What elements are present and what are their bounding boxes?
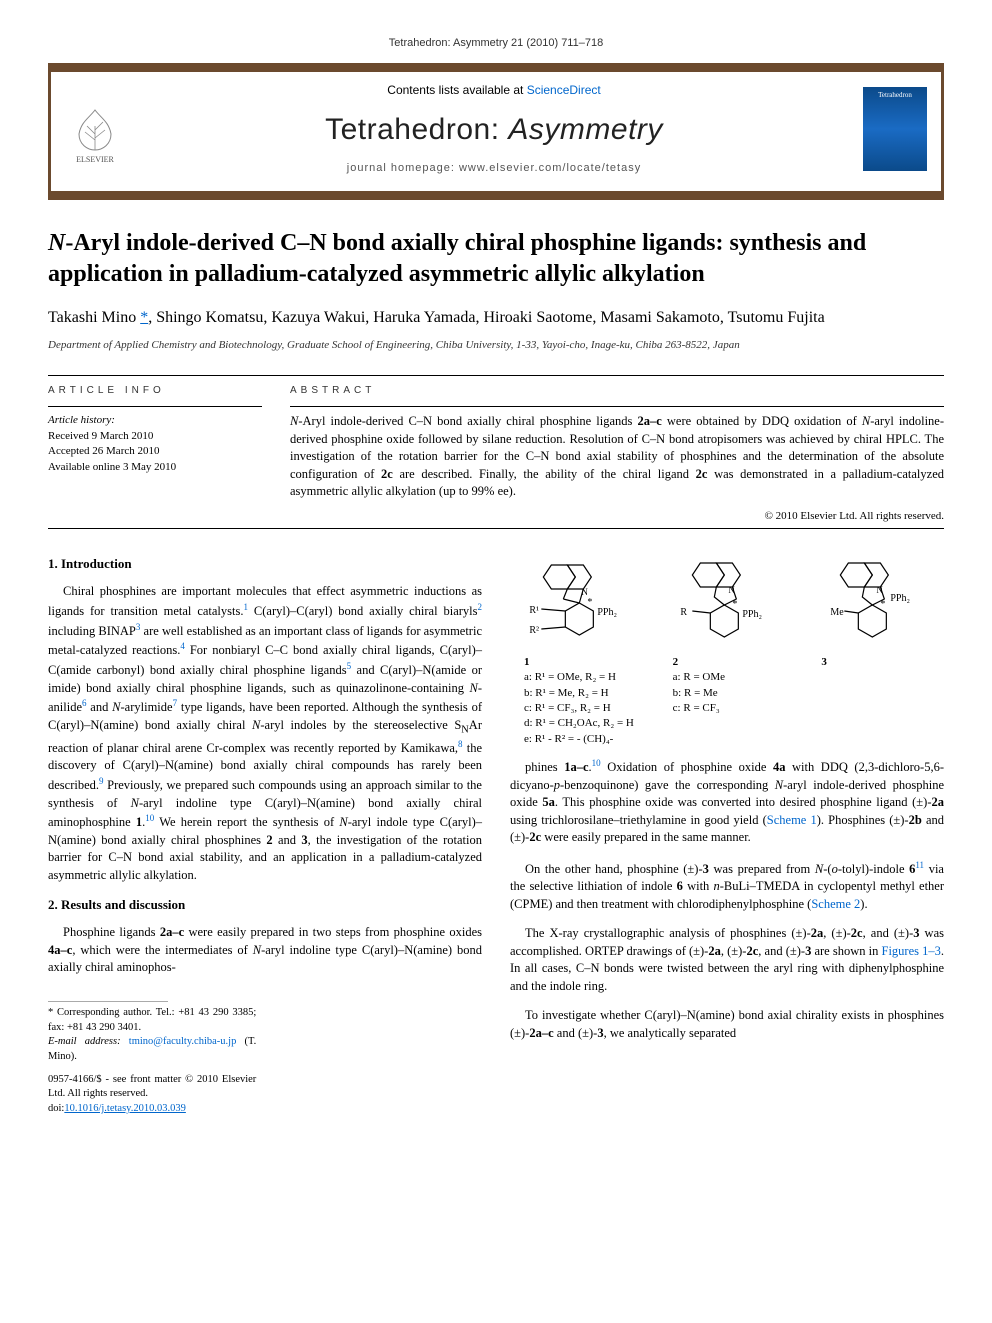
history-online: Available online 3 May 2010: [48, 460, 262, 475]
results-paragraph-4: The X-ray crystallographic analysis of p…: [510, 925, 944, 995]
history-head: Article history:: [48, 413, 262, 428]
citation-10[interactable]: 10: [145, 815, 154, 829]
figures-link[interactable]: Figures 1–3: [882, 944, 941, 958]
chemical-structures: R¹ R² PPh₂ N * 1a: R¹ = OMe, R₂ = H b: R…: [510, 555, 944, 747]
results-head: 2. Results and discussion: [48, 896, 482, 914]
intro-paragraph: Chiral phosphines are important molecule…: [48, 583, 482, 884]
citation-1[interactable]: 1: [244, 604, 249, 618]
svg-text:R¹: R¹: [529, 605, 539, 616]
svg-text:*: *: [732, 599, 737, 610]
structure-1-subs: a: R¹ = OMe, R₂ = H b: R¹ = Me, R₂ = H c…: [524, 671, 634, 745]
scheme-1-link[interactable]: Scheme 1: [767, 813, 817, 827]
citation-2[interactable]: 2: [478, 604, 483, 618]
results-paragraph-5: To investigate whether C(aryl)–N(amine) …: [510, 1007, 944, 1042]
svg-text:PPh₂: PPh₂: [597, 607, 617, 618]
citation-4[interactable]: 4: [180, 643, 185, 657]
running-head: Tetrahedron: Asymmetry 21 (2010) 711–718: [48, 36, 944, 51]
results-paragraph-1: Phosphine ligands 2a–c were easily prepa…: [48, 924, 482, 977]
affiliation: Department of Applied Chemistry and Biot…: [48, 338, 944, 353]
svg-text:*: *: [587, 597, 592, 608]
svg-text:R²: R²: [529, 625, 539, 636]
history-accepted: Accepted 26 March 2010: [48, 444, 262, 459]
results-paragraph-2: phines 1a–c.10 Oxidation of phosphine ox…: [510, 757, 944, 847]
citation-6[interactable]: 6: [82, 700, 87, 714]
citation-7[interactable]: 7: [173, 700, 178, 714]
elsevier-logo: ELSEVIER: [65, 93, 125, 165]
citation-11[interactable]: 11: [915, 862, 924, 876]
citation-10b[interactable]: 10: [592, 760, 601, 774]
citation-8[interactable]: 8: [458, 741, 463, 755]
article-info-label: ARTICLE INFO: [48, 384, 262, 398]
svg-text:N: N: [877, 585, 884, 595]
citation-3[interactable]: 3: [136, 624, 141, 638]
svg-text:PPh₂: PPh₂: [891, 593, 911, 604]
history-received: Received 9 March 2010: [48, 429, 262, 444]
structure-3: PPh₂ Me N * 3: [807, 555, 944, 747]
introduction-head: 1. Introduction: [48, 555, 482, 573]
abstract-text: N-Aryl indole-derived C–N bond axially c…: [290, 413, 944, 501]
article-title: N-Aryl indole-derived C–N bond axially c…: [48, 228, 944, 290]
citation-5[interactable]: 5: [347, 663, 352, 677]
svg-text:N: N: [728, 585, 735, 595]
authors: Takashi Mino *, Shingo Komatsu, Kazuya W…: [48, 306, 944, 330]
abstract-copyright: © 2010 Elsevier Ltd. All rights reserved…: [290, 509, 944, 524]
svg-text:R: R: [680, 607, 687, 618]
abstract-label: ABSTRACT: [290, 384, 944, 398]
journal-title: Tetrahedron: Asymmetry: [139, 109, 849, 151]
homepage-line: journal homepage: www.elsevier.com/locat…: [139, 161, 849, 176]
email-link[interactable]: tmino@faculty.chiba-u.jp: [129, 1036, 237, 1047]
sciencedirect-link[interactable]: ScienceDirect: [527, 83, 601, 97]
corresponding-footer: * Corresponding author. Tel.: +81 43 290…: [48, 1001, 256, 1117]
doi-link[interactable]: 10.1016/j.tetasy.2010.03.039: [64, 1103, 186, 1114]
contents-line: Contents lists available at ScienceDirec…: [139, 82, 849, 99]
svg-text:N: N: [581, 587, 588, 597]
structure-2-subs: a: R = OMe b: R = Me c: R = CF₃: [673, 671, 725, 714]
structure-2: R PPh₂ N * 2a: R = OMe b: R = Me c: R = …: [659, 555, 796, 747]
elsevier-tree-icon: [71, 106, 119, 154]
svg-text:PPh₂: PPh₂: [742, 609, 762, 620]
svg-text:Me: Me: [831, 607, 845, 618]
structure-1: R¹ R² PPh₂ N * 1a: R¹ = OMe, R₂ = H b: R…: [510, 555, 647, 747]
journal-header: ELSEVIER Contents lists available at Sci…: [48, 63, 944, 199]
citation-9[interactable]: 9: [99, 778, 104, 792]
results-paragraph-3: On the other hand, phosphine (±)-3 was p…: [510, 859, 944, 914]
scheme-2-link[interactable]: Scheme 2: [811, 897, 860, 911]
journal-cover-thumb: Tetrahedron: [863, 87, 927, 171]
svg-text:*: *: [881, 599, 886, 610]
corresponding-marker[interactable]: *: [140, 309, 148, 326]
